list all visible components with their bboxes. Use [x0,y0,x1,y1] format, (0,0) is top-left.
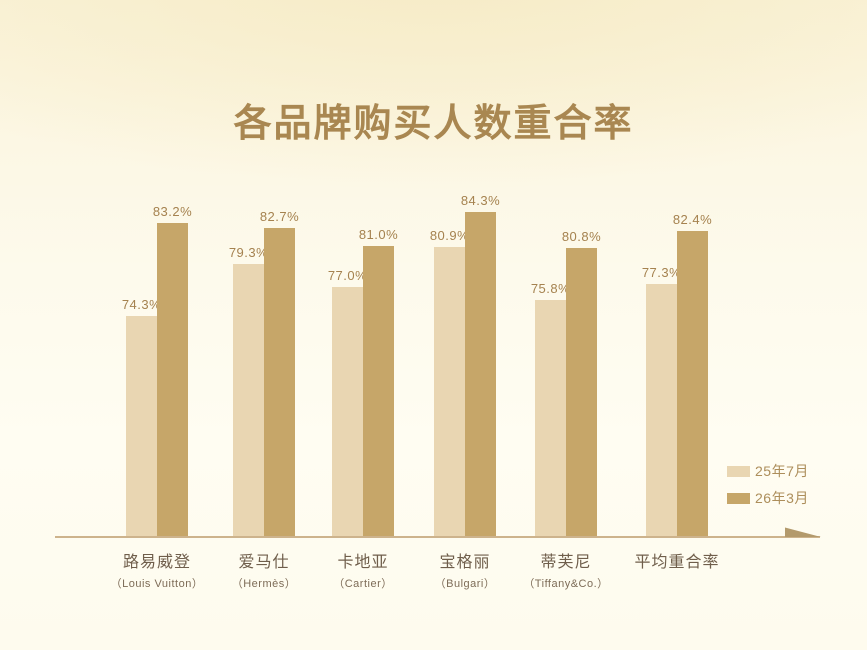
value-label: 82.4% [672,212,713,228]
chart-title: 各品牌购买人数重合率 [233,103,634,145]
category-subtitle: （Bulgari） [434,578,496,590]
category-subtitle: （Cartier） [333,578,393,590]
bar-series-2-cat-4 [465,211,496,537]
bar-series-2-cat-1 [157,222,188,537]
x-axis-category-label: 爱马仕 （Hermès） [189,548,339,591]
category-subtitle: （Hermès） [231,578,297,590]
bar-series-1-cat-3 [332,287,363,537]
bar-series-2-cat-3 [363,245,394,537]
value-label: 77.0% [327,268,368,284]
value-label: 83.2% [152,203,193,219]
value-label: 75.8% [530,280,571,296]
category-name: 蒂芙尼 [540,554,592,571]
value-label: 84.3% [460,192,501,208]
category-name: 路易威登 [122,554,191,571]
bar-series-1-cat-4 [434,246,465,537]
x-axis-category-label: 卡地亚 （Cartier） [288,548,438,591]
value-label: 80.8% [561,228,602,244]
category-subtitle: （Louis Vuitton） [110,578,204,590]
value-label: 74.3% [121,296,162,312]
x-axis-category-label: 平均重合率 [602,548,752,572]
bar-series-2-cat-2 [264,228,295,537]
legend: 25年7月 26年3月 [727,461,809,515]
category-name: 平均重合率 [634,554,720,571]
category-name: 卡地亚 [337,554,389,571]
legend-swatch-series-1 [727,465,750,477]
category-subtitle: （Tiffany&Co.） [523,578,609,590]
x-axis-category-label: 路易威登 （Louis Vuitton） [82,548,232,591]
value-label: 77.3% [641,265,682,281]
value-label: 82.7% [259,209,300,225]
legend-label-series-1: 25年7月 [755,463,809,479]
value-label: 80.9% [429,227,470,243]
category-name: 宝格丽 [439,554,491,571]
category-name: 爱马仕 [238,554,290,571]
x-axis-category-label: 蒂芙尼 （Tiffany&Co.） [491,548,641,591]
bar-series-2-cat-5 [566,247,597,537]
legend-label-series-2: 26年3月 [755,490,809,506]
legend-swatch-series-2 [727,492,750,504]
value-label: 81.0% [358,226,399,242]
x-axis-line [55,536,820,538]
legend-item: 25年7月 [727,461,809,481]
x-axis-arrow-icon [785,527,821,537]
bar-series-1-cat-1 [126,315,157,537]
bar-series-1-cat-5 [535,299,566,537]
bar-series-1-cat-6 [646,284,677,537]
value-label: 79.3% [228,244,269,260]
legend-item: 26年3月 [727,488,809,508]
x-axis-category-label: 宝格丽 （Bulgari） [390,548,540,591]
bar-series-1-cat-2 [233,263,264,537]
bar-series-2-cat-6 [677,231,708,537]
